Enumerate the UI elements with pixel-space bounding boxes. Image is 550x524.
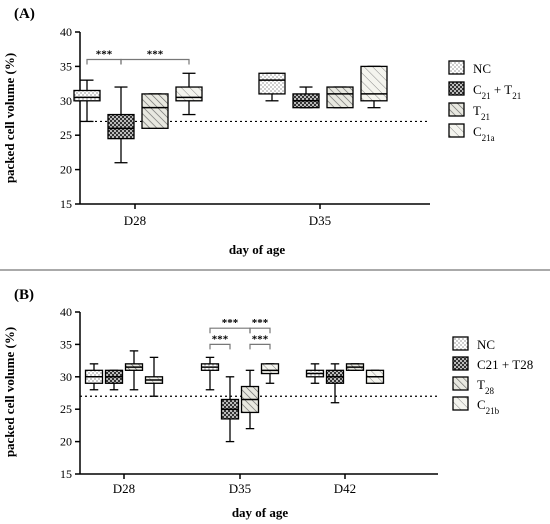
significance-label: *** [252, 317, 269, 329]
x-tick-label: D42 [334, 481, 356, 496]
legend-item: T21 [448, 102, 490, 122]
significance-label: *** [147, 49, 164, 61]
box-3-D35 [360, 65, 388, 109]
legend-swatch [448, 102, 465, 117]
legend-swatch [452, 396, 469, 411]
box-iqr [260, 363, 280, 375]
legend-label: NC [477, 337, 495, 352]
box-iqr [141, 93, 169, 129]
significance-bracket: *** [86, 49, 122, 65]
x-tick-label: D35 [229, 481, 251, 496]
bracket-line [249, 327, 271, 334]
significance-label: *** [222, 317, 239, 329]
significance-bracket: *** [120, 49, 190, 65]
y-tick-label: 30 [60, 370, 72, 384]
legend-item: T28 [452, 376, 494, 396]
box-iqr [175, 86, 203, 102]
box-3-D42 [365, 369, 385, 384]
bracket-line [249, 343, 271, 350]
box-0-D28 [73, 79, 101, 123]
legend-label: C21a [473, 124, 495, 143]
y-tick-label: 15 [60, 467, 72, 481]
legend-swatch [452, 376, 469, 391]
significance-bracket: *** [209, 317, 251, 334]
y-tick-label: 40 [60, 25, 72, 39]
legend-swatch [448, 123, 465, 138]
panel-label: (A) [14, 6, 35, 22]
box-0-D28 [84, 363, 104, 391]
y-tick-label: 15 [60, 197, 72, 211]
box-iqr [107, 113, 135, 140]
box-iqr [258, 72, 286, 95]
y-tick-label: 20 [60, 435, 72, 449]
box-3-D28 [144, 356, 164, 397]
x-tick-label: D28 [124, 213, 146, 228]
significance-bracket: *** [249, 317, 271, 334]
bracket-line [209, 343, 231, 350]
box-0-D35 [258, 72, 286, 102]
box-0-D42 [305, 363, 325, 384]
box-3-D35 [260, 363, 280, 384]
box-1-D35 [220, 376, 240, 443]
legend-label: C21b [477, 397, 500, 416]
x-tick-label: D28 [113, 481, 135, 496]
significance-bracket: *** [209, 333, 231, 350]
x-tick-label: D35 [309, 213, 331, 228]
y-tick-label: 25 [60, 402, 72, 416]
box-0-D35 [200, 356, 220, 391]
box-3-D28 [175, 72, 203, 116]
y-axis-title: packed cell volume (%) [2, 53, 17, 183]
legend-label: C21 + T28 [477, 357, 533, 372]
box-2-D42 [345, 363, 365, 371]
legend-swatch [448, 60, 465, 75]
significance-bracket: *** [249, 333, 271, 350]
box-1-D28 [104, 369, 124, 391]
significance-label: *** [96, 49, 113, 61]
x-axis-title: day of age [229, 242, 286, 257]
box-2-D35 [326, 86, 354, 109]
y-tick-label: 25 [60, 128, 72, 142]
y-tick-label: 20 [60, 163, 72, 177]
box-iqr [360, 65, 388, 102]
box-2-D28 [124, 350, 144, 391]
y-tick-label: 30 [60, 94, 72, 108]
legend-item: NC [448, 60, 491, 76]
significance-label: *** [252, 333, 269, 345]
panel-b: (B) 15 20 25 30 35 40 D28 D35 D42 packed cell volu… [2, 287, 533, 520]
legend-swatch [452, 336, 469, 351]
panel-label: (B) [14, 287, 34, 303]
box-2-D35 [240, 369, 260, 430]
legend-item: C21b [452, 396, 500, 416]
legend-item: NC [452, 336, 495, 352]
legend-label: NC [473, 61, 491, 76]
box-1-D42 [325, 363, 345, 404]
y-tick-label: 35 [60, 59, 72, 73]
panel-a: (A) 15 20 25 30 35 40 D28 D35 packed cell volume … [2, 6, 521, 257]
legend-label: T21 [473, 103, 490, 122]
box-1-D35 [292, 86, 320, 109]
y-tick-label: 35 [60, 337, 72, 351]
box-2-D28 [141, 93, 169, 129]
legend-item: C21a [448, 123, 495, 143]
significance-label: *** [212, 333, 229, 345]
y-axis-title: packed cell volume (%) [2, 327, 17, 457]
legend-swatch [448, 81, 465, 96]
box-iqr [326, 86, 354, 109]
box-iqr [73, 89, 101, 102]
legend-item: C21 + T21 [448, 81, 521, 101]
legend-swatch [452, 356, 469, 371]
y-tick-label: 40 [60, 305, 72, 319]
legend-label: T28 [477, 377, 494, 396]
bracket-line [120, 58, 190, 65]
legend-label: C21 + T21 [473, 82, 521, 101]
box-1-D28 [107, 86, 135, 164]
x-axis-title: day of age [232, 505, 289, 520]
legend-item: C21 + T28 [452, 356, 533, 372]
